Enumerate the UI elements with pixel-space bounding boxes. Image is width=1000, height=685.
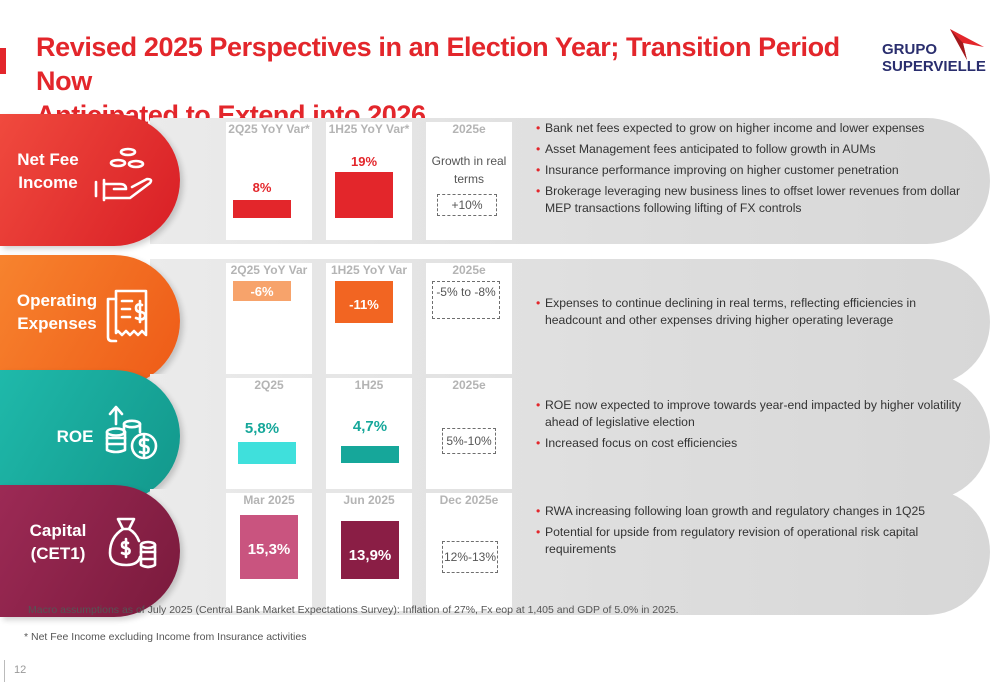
card-2025e: 2025e	[426, 378, 512, 496]
receipt-dollar-icon	[106, 289, 148, 343]
pill-label-line-1: Operating	[16, 291, 98, 310]
card-1h25: 1H25	[326, 378, 412, 496]
row-net-fee-income: 2Q25 YoY Var* 1H25 YoY Var* 2025e Net Fe…	[0, 114, 1000, 250]
value-1h25: -11%	[349, 297, 379, 312]
bullet-item: • Brokerage leveraging new business lines…	[536, 184, 961, 215]
card-2025e: 2025e	[426, 263, 512, 381]
value-2q25: -6%	[250, 284, 274, 299]
card-header: Dec 2025e	[439, 493, 499, 507]
bar-2q25	[233, 281, 291, 301]
value-2q25: 8%	[252, 180, 272, 195]
pill-label: Capital (CET1)	[14, 519, 102, 565]
card-header: 1H25	[354, 378, 384, 392]
pill-capital: Capital (CET1)	[0, 485, 180, 617]
star-footnote: * Net Fee Income excluding Income from I…	[24, 631, 307, 643]
card-header: 2Q25 YoY Var	[230, 263, 308, 277]
card-header: 2025e	[452, 122, 486, 136]
logo-arrow-icon	[950, 29, 984, 60]
bar-2q25	[233, 200, 291, 218]
pill-label-line-1: Capital	[29, 521, 87, 540]
pill-operating-expenses: Operating Expenses	[0, 255, 180, 387]
value-2q25: 5,8%	[244, 420, 280, 437]
money-bag-icon	[108, 517, 157, 569]
pill-label-line-2: Expenses	[17, 314, 97, 333]
page-number: 12	[14, 664, 27, 676]
bullet-item: • Insurance performance improving on high…	[536, 163, 899, 177]
card-header: Mar 2025	[243, 493, 295, 507]
bullet-item: • Increased focus on cost efficiencies	[536, 435, 738, 450]
pill-label: Operating Expenses	[10, 289, 104, 335]
bullet-list: • Expenses to continue declining in real …	[536, 295, 966, 333]
pill-label-line-2: Income	[18, 173, 78, 192]
bullet-list: • Bank net fees expected to grow on highe…	[536, 120, 966, 221]
value-mar-2025: 15,3%	[247, 541, 291, 558]
bar-1h25	[335, 281, 393, 323]
pill-label-line-2: (CET1)	[30, 544, 86, 563]
card-2q25: 2Q25 YoY Var*	[226, 122, 312, 240]
card-header: 1H25 YoY Var*	[328, 122, 410, 136]
pill-net-fee-income: Net Fee Income	[0, 114, 180, 246]
row-roe: 2Q25 1H25 2025e ROE • ROE now expected to…	[0, 370, 1000, 506]
row-capital: Mar 2025 Jun 2025 Dec 2025e Capital (CET…	[0, 485, 1000, 621]
accent-bar	[0, 48, 6, 74]
bar-1h25	[335, 172, 393, 218]
bar-mar-2025	[240, 515, 298, 579]
row-operating-expenses: 2Q25 YoY Var 1H25 YoY Var 2025e Operatin…	[0, 255, 1000, 391]
money-hand-icon	[94, 147, 153, 202]
card-header: 2Q25	[254, 378, 284, 392]
logo-line-1: GRUPO	[882, 41, 938, 58]
pill-label: Net Fee Income	[8, 148, 88, 194]
title-line-1: Revised 2025 Perspectives in an Election…	[36, 32, 840, 96]
bullet-item: • Bank net fees expected to grow on highe…	[536, 121, 925, 135]
growth-note: Growth in real terms	[431, 154, 507, 186]
estimate-box: 12%-13%	[442, 541, 498, 573]
page-title: Revised 2025 Perspectives in an Election…	[36, 30, 866, 132]
bar-1h25	[341, 446, 399, 463]
bullet-list: • RWA increasing following loan growth an…	[536, 503, 966, 562]
page-divider	[4, 660, 5, 682]
card-header: 2025e	[452, 378, 486, 392]
estimate-box: -5% to -8%	[432, 281, 500, 319]
logo-line-2: SUPERVIELLE	[882, 58, 986, 75]
card-2q25: 2Q25	[226, 378, 312, 496]
bullet-item: • Asset Management fees anticipated to fo…	[536, 142, 876, 156]
value-1h25: 19%	[350, 154, 378, 169]
value-jun-2025: 13,9%	[348, 547, 392, 564]
card-header: 2025e	[452, 263, 486, 277]
pill-label: ROE	[40, 425, 110, 448]
pill-label-line-1: Net Fee	[17, 150, 79, 169]
card-2025e: 2025e	[426, 122, 512, 240]
bullet-item: • Expenses to continue declining in real …	[536, 296, 917, 327]
card-header: Jun 2025	[343, 493, 395, 507]
bullet-item: • RWA increasing following loan growth an…	[536, 504, 926, 518]
macro-footnote: Macro assumptions as of July 2025 (Centr…	[28, 604, 679, 616]
bar-jun-2025	[341, 521, 399, 579]
pill-roe: ROE	[0, 370, 180, 502]
card-header: 2Q25 YoY Var*	[228, 122, 310, 136]
estimate-box: 5%-10%	[442, 428, 496, 454]
bullet-item: • ROE now expected to improve towards yea…	[536, 398, 961, 429]
bullet-list: • ROE now expected to improve towards yea…	[536, 397, 966, 456]
grupo-supervielle-logo: GRUPO SUPERVIELLE	[882, 28, 992, 84]
bullet-item: • Potential for upside from regulatory re…	[536, 525, 919, 556]
value-1h25: 4,7%	[352, 418, 388, 435]
estimate-box: +10%	[437, 194, 497, 216]
bar-2q25	[238, 442, 296, 464]
card-header: 1H25 YoY Var	[330, 263, 408, 277]
coins-growth-icon	[105, 405, 158, 460]
pill-label-line-1: ROE	[56, 427, 94, 446]
